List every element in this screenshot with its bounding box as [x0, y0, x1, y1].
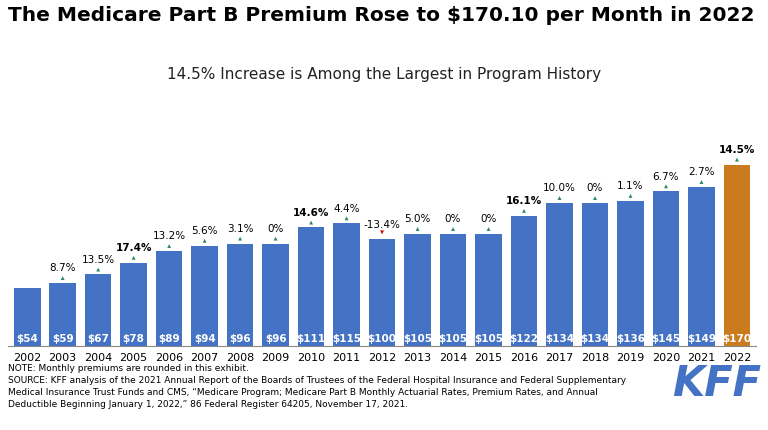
Text: $105: $105 — [403, 333, 432, 343]
Text: $115: $115 — [332, 333, 361, 343]
Text: KFF: KFF — [672, 362, 761, 404]
Text: 1.1%: 1.1% — [617, 181, 644, 190]
Text: NOTE: Monthly premiums are rounded in this exhibit.: NOTE: Monthly premiums are rounded in th… — [8, 363, 249, 372]
Bar — [191, 246, 218, 346]
Text: 14.5% Increase is Among the Largest in Program History: 14.5% Increase is Among the Largest in P… — [167, 67, 601, 82]
Text: 0%: 0% — [480, 214, 497, 224]
Text: $111: $111 — [296, 333, 326, 343]
Bar — [723, 165, 750, 346]
Text: 13.2%: 13.2% — [153, 231, 186, 241]
Text: 0%: 0% — [445, 214, 462, 224]
Text: 16.1%: 16.1% — [506, 196, 542, 206]
Text: $100: $100 — [368, 333, 396, 343]
Text: -13.4%: -13.4% — [363, 219, 401, 229]
Text: $105: $105 — [439, 333, 468, 343]
Text: $54: $54 — [16, 333, 38, 343]
Bar — [298, 228, 324, 346]
Text: $78: $78 — [123, 333, 144, 343]
Bar — [333, 224, 360, 346]
Text: $136: $136 — [616, 333, 645, 343]
Bar — [617, 201, 644, 346]
Text: $149: $149 — [687, 333, 716, 343]
Text: 3.1%: 3.1% — [227, 223, 253, 233]
Text: 10.0%: 10.0% — [543, 183, 576, 193]
Text: 5.0%: 5.0% — [405, 214, 431, 224]
Text: 0%: 0% — [267, 223, 284, 233]
Text: Medical Insurance Trust Funds and CMS, “Medicare Program; Medicare Part B Monthl: Medical Insurance Trust Funds and CMS, “… — [8, 387, 598, 396]
Text: 2.7%: 2.7% — [688, 167, 715, 177]
Bar — [121, 263, 147, 346]
Text: $122: $122 — [509, 333, 538, 343]
Text: 0%: 0% — [587, 183, 603, 193]
Text: $89: $89 — [158, 333, 180, 343]
Text: $145: $145 — [651, 333, 680, 343]
Bar — [14, 289, 41, 346]
Text: The Medicare Part B Premium Rose to $170.10 per Month in 2022: The Medicare Part B Premium Rose to $170… — [8, 6, 754, 25]
Bar — [156, 252, 183, 346]
Bar — [511, 216, 538, 346]
Bar — [546, 203, 573, 346]
Text: 13.5%: 13.5% — [81, 254, 114, 264]
Bar — [49, 283, 76, 346]
Text: Deductible Beginning January 1, 2022,” 86 Federal Register 64205, November 17, 2: Deductible Beginning January 1, 2022,” 8… — [8, 399, 408, 408]
Text: $96: $96 — [230, 333, 251, 343]
Bar — [369, 240, 396, 346]
Text: $170: $170 — [723, 333, 752, 343]
Text: 14.6%: 14.6% — [293, 207, 329, 217]
Text: $94: $94 — [194, 333, 216, 343]
Text: 14.5%: 14.5% — [719, 144, 755, 154]
Text: 6.7%: 6.7% — [653, 171, 679, 181]
Bar — [653, 192, 679, 346]
Text: $134: $134 — [581, 333, 610, 343]
Bar — [581, 203, 608, 346]
Bar — [440, 234, 466, 346]
Bar — [227, 244, 253, 346]
Bar — [85, 275, 111, 346]
Text: $96: $96 — [265, 333, 286, 343]
Text: 8.7%: 8.7% — [49, 263, 76, 273]
Bar — [475, 234, 502, 346]
Text: SOURCE: KFF analysis of the 2021 Annual Report of the Boards of Trustees of the : SOURCE: KFF analysis of the 2021 Annual … — [8, 375, 626, 384]
Text: $59: $59 — [52, 333, 74, 343]
Text: $105: $105 — [474, 333, 503, 343]
Bar — [404, 234, 431, 346]
Text: 17.4%: 17.4% — [115, 243, 152, 252]
Text: $67: $67 — [88, 333, 109, 343]
Text: 4.4%: 4.4% — [333, 203, 360, 213]
Text: $134: $134 — [545, 333, 574, 343]
Bar — [263, 244, 289, 346]
Text: 5.6%: 5.6% — [191, 225, 218, 235]
Bar — [688, 187, 715, 346]
